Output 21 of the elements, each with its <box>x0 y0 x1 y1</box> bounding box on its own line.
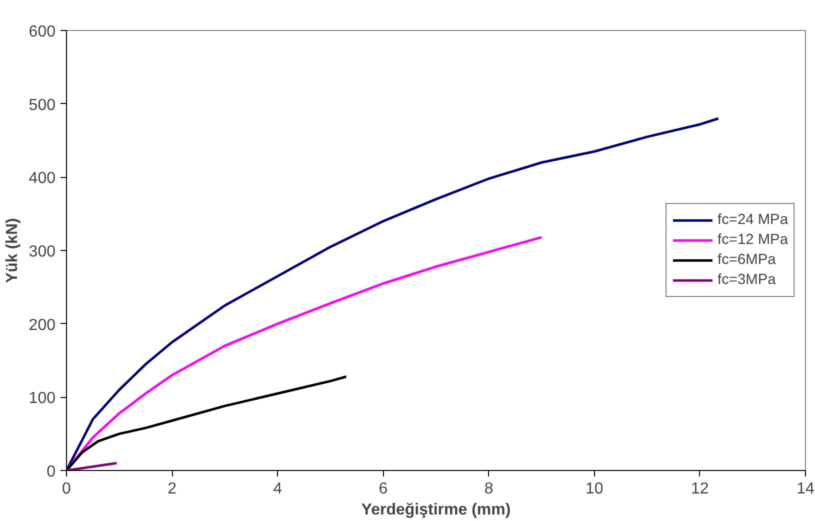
x-tick-label: 12 <box>691 480 709 498</box>
x-tick-label: 0 <box>62 480 72 498</box>
x-tick-label: 10 <box>585 480 604 498</box>
x-tick-label: 4 <box>273 480 282 498</box>
y-tick-label: 200 <box>28 316 56 334</box>
x-tick-label: 2 <box>168 480 177 498</box>
y-axis-title: Yük (kN) <box>4 218 21 283</box>
y-tick-label: 0 <box>46 464 56 480</box>
x-tick-label: 6 <box>378 480 388 498</box>
y-tick-label: 500 <box>28 96 56 114</box>
legend-label: fc=12 MPa <box>718 232 788 248</box>
x-axis-title: Yerdeğiştirme (mm) <box>361 502 511 518</box>
legend-label: fc=6MPa <box>718 252 776 268</box>
y-tick-label: 600 <box>28 24 56 40</box>
x-tick-label: 14 <box>796 480 814 498</box>
y-tick-label: 100 <box>28 390 56 408</box>
legend-label: fc=3MPa <box>718 272 776 288</box>
legend-label: fc=24 MPa <box>718 212 788 228</box>
x-tick-label: 8 <box>484 480 494 498</box>
y-tick-label: 300 <box>28 244 56 260</box>
y-tick-label: 400 <box>28 170 56 188</box>
